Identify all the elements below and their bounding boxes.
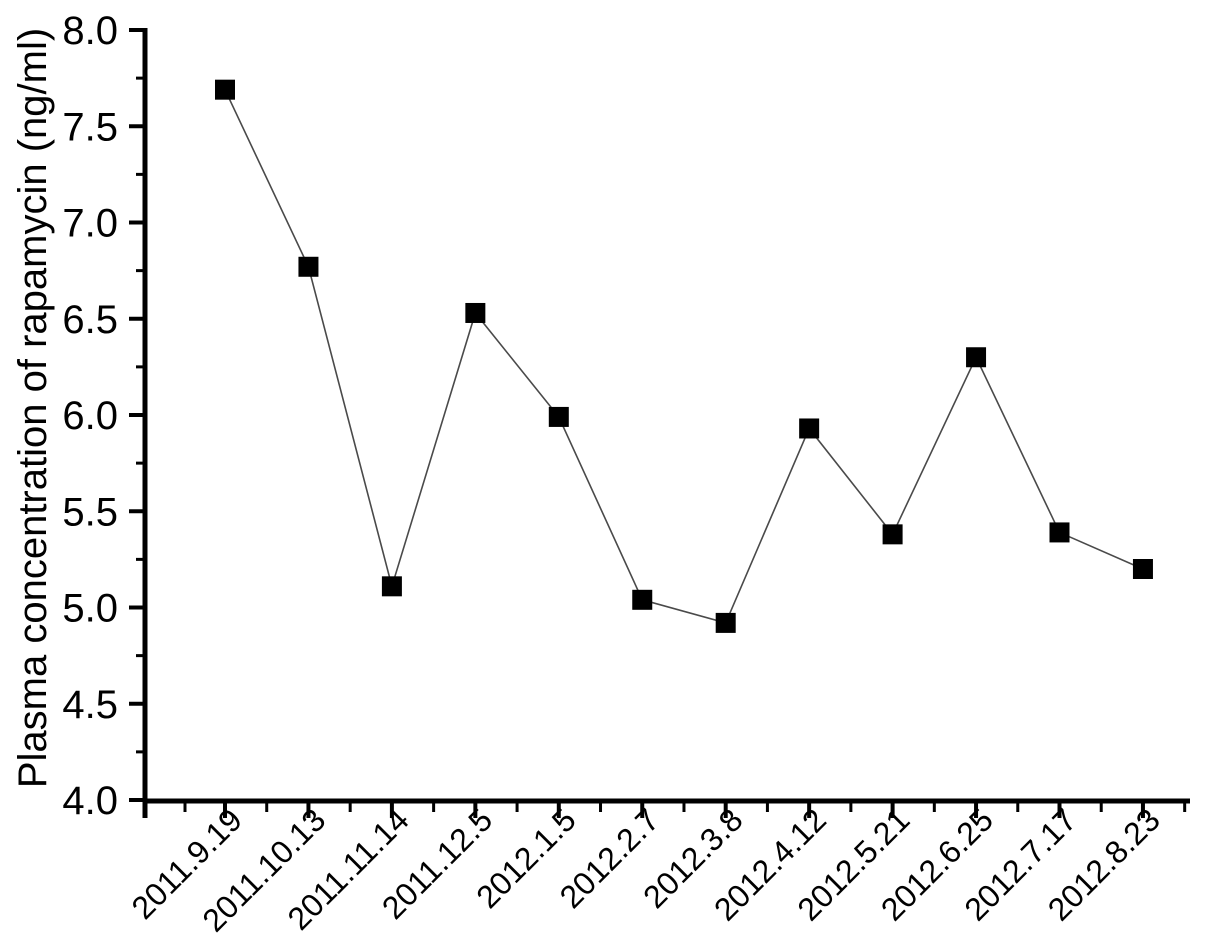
data-point-marker [966, 347, 987, 368]
y-axis-label: Plasma concentration of rapamycin (ng/ml… [11, 28, 55, 788]
y-tick-label: 6.5 [62, 298, 118, 342]
y-tick-label: 8.0 [62, 9, 118, 53]
data-point-marker [799, 418, 820, 439]
axis-ticks [129, 28, 1187, 818]
data-point-marker [548, 406, 569, 427]
y-tick-label: 4.5 [62, 683, 118, 727]
data-point-marker [215, 79, 235, 100]
data-point-marker [882, 524, 903, 545]
y-tick-label: 7.5 [62, 105, 118, 149]
data-line [224, 89, 1144, 624]
data-point-marker [381, 576, 402, 597]
axes [142, 28, 1190, 818]
data-point-marker [465, 302, 486, 323]
data-point-marker [1132, 559, 1153, 579]
data-point-marker [632, 589, 653, 610]
data-point-marker [298, 256, 319, 277]
data-point-marker [715, 612, 736, 633]
y-tick-label: 4.0 [62, 779, 118, 823]
data-point-marker [1049, 522, 1070, 543]
y-tick-label: 6.0 [62, 394, 118, 438]
y-tick-label: 5.5 [62, 490, 118, 534]
y-tick-label: 5.0 [62, 587, 118, 631]
y-tick-label: 7.0 [62, 202, 118, 246]
data-series [215, 79, 1153, 633]
